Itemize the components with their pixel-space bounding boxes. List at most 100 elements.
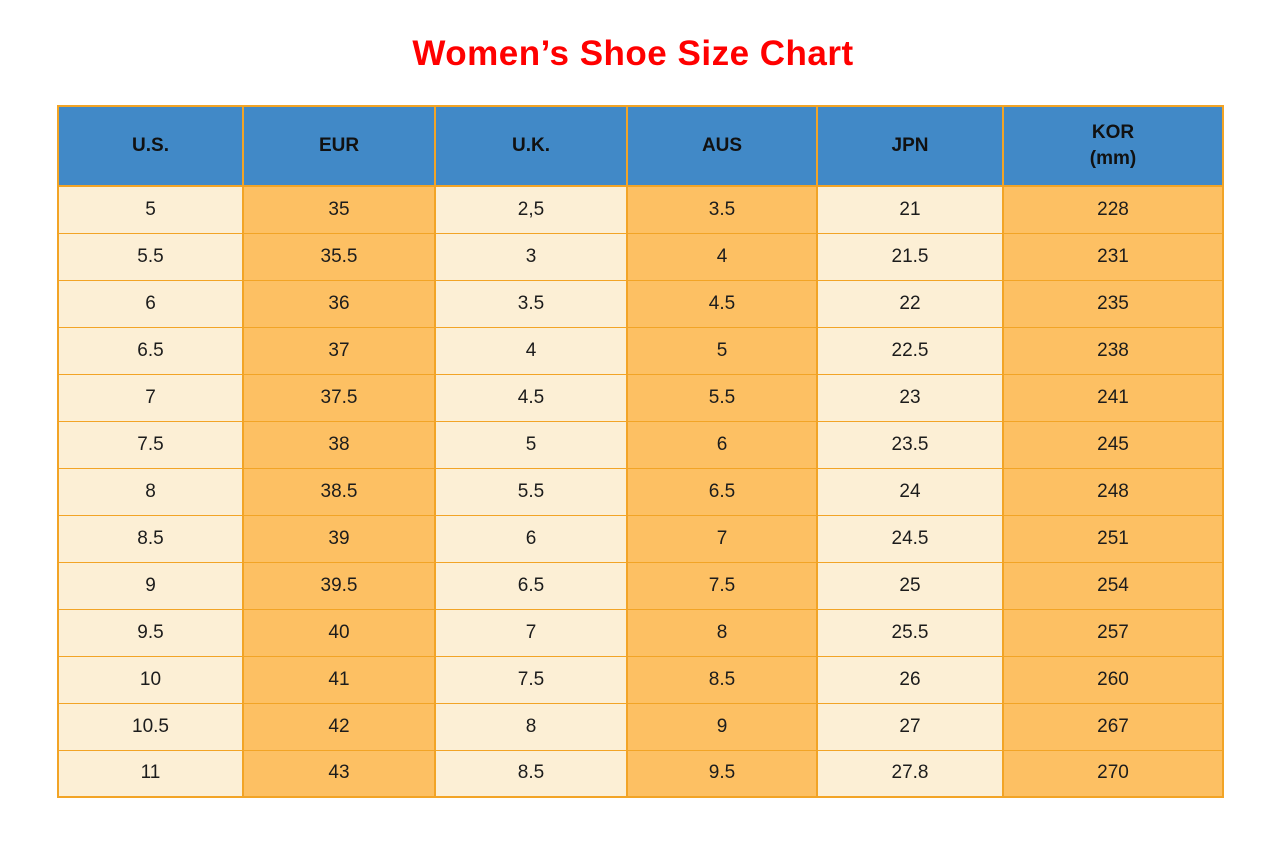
table-row: 11 43 8.5 9.5 27.8 270 (57, 749, 1224, 798)
table-cell: 7.5 (434, 655, 628, 704)
table-cell: 6 (57, 279, 244, 328)
table-cell: 35.5 (242, 232, 436, 281)
table-cell: 6.5 (626, 467, 818, 516)
table-cell: 39.5 (242, 561, 436, 610)
column-header-aus: AUS (626, 105, 818, 187)
table-cell: 270 (1002, 749, 1224, 798)
table-cell: 38.5 (242, 467, 436, 516)
table-row: 7.5 38 5 6 23.5 245 (57, 420, 1224, 469)
column-header-sublabel: (mm) (1089, 148, 1137, 169)
column-header-label: KOR (1091, 122, 1135, 144)
table-cell: 267 (1002, 702, 1224, 751)
table-cell: 42 (242, 702, 436, 751)
column-header-kor: KOR (mm) (1002, 105, 1224, 187)
table-cell: 8.5 (57, 514, 244, 563)
table-cell: 41 (242, 655, 436, 704)
table-row: 8 38.5 5.5 6.5 24 248 (57, 467, 1224, 516)
table-cell: 38 (242, 420, 436, 469)
table-cell: 8 (626, 608, 818, 657)
table-cell: 9 (626, 702, 818, 751)
table-cell: 37.5 (242, 373, 436, 422)
table-cell: 7.5 (57, 420, 244, 469)
table-cell: 22.5 (816, 326, 1004, 375)
table-cell: 228 (1002, 185, 1224, 234)
table-cell: 6 (626, 420, 818, 469)
table-cell: 40 (242, 608, 436, 657)
table-cell: 22 (816, 279, 1004, 328)
table-cell: 5.5 (626, 373, 818, 422)
table-cell: 8.5 (626, 655, 818, 704)
table-cell: 4.5 (626, 279, 818, 328)
table-cell: 8 (57, 467, 244, 516)
column-header-label: JPN (891, 135, 929, 157)
table-cell: 254 (1002, 561, 1224, 610)
table-body: 5 35 2,5 3.5 21 228 5.5 35.5 3 4 21.5 231 6 36 3.5 4.5 2… (57, 185, 1224, 798)
table-cell: 24 (816, 467, 1004, 516)
table-cell: 9 (57, 561, 244, 610)
column-header-label: AUS (701, 135, 743, 157)
table-cell: 8.5 (434, 749, 628, 798)
table-row: 6 36 3.5 4.5 22 235 (57, 279, 1224, 328)
table-cell: 245 (1002, 420, 1224, 469)
table-cell: 21 (816, 185, 1004, 234)
table-cell: 9.5 (57, 608, 244, 657)
column-header-label: U.K. (512, 135, 550, 157)
table-cell: 23 (816, 373, 1004, 422)
table-cell: 2,5 (434, 185, 628, 234)
table-row: 9.5 40 7 8 25.5 257 (57, 608, 1224, 657)
table-cell: 10 (57, 655, 244, 704)
table-cell: 3 (434, 232, 628, 281)
table-cell: 4.5 (434, 373, 628, 422)
table-cell: 37 (242, 326, 436, 375)
table-cell: 6.5 (57, 326, 244, 375)
column-header-eur: EUR (242, 105, 436, 187)
table-cell: 35 (242, 185, 436, 234)
column-header-label: U.S. (132, 135, 169, 157)
table-cell: 25 (816, 561, 1004, 610)
table-cell: 23.5 (816, 420, 1004, 469)
table-cell: 231 (1002, 232, 1224, 281)
table-cell: 251 (1002, 514, 1224, 563)
table-header-row: U.S. EUR U.K. AUS JPN (57, 105, 1224, 187)
table-cell: 21.5 (816, 232, 1004, 281)
table-row: 5 35 2,5 3.5 21 228 (57, 185, 1224, 234)
table-cell: 5 (626, 326, 818, 375)
page-title: Women’s Shoe Size Chart (412, 34, 854, 73)
table-cell: 9.5 (626, 749, 818, 798)
table-cell: 24.5 (816, 514, 1004, 563)
table-cell: 7 (626, 514, 818, 563)
table-cell: 36 (242, 279, 436, 328)
table-cell: 10.5 (57, 702, 244, 751)
table-cell: 5.5 (434, 467, 628, 516)
table-cell: 235 (1002, 279, 1224, 328)
shoe-size-table: U.S. EUR U.K. AUS JPN (57, 105, 1224, 798)
table-row: 10.5 42 8 9 27 267 (57, 702, 1224, 751)
table-cell: 260 (1002, 655, 1224, 704)
table-cell: 26 (816, 655, 1004, 704)
table-row: 8.5 39 6 7 24.5 251 (57, 514, 1224, 563)
table-cell: 27 (816, 702, 1004, 751)
table-cell: 5.5 (57, 232, 244, 281)
table-cell: 39 (242, 514, 436, 563)
table-cell: 27.8 (816, 749, 1004, 798)
table-cell: 7 (434, 608, 628, 657)
column-header-label: EUR (318, 135, 360, 157)
table-row: 5.5 35.5 3 4 21.5 231 (57, 232, 1224, 281)
table-cell: 7 (57, 373, 244, 422)
table-cell: 11 (57, 749, 244, 798)
table-cell: 7.5 (626, 561, 818, 610)
table-row: 7 37.5 4.5 5.5 23 241 (57, 373, 1224, 422)
table-cell: 25.5 (816, 608, 1004, 657)
table-cell: 4 (434, 326, 628, 375)
table-row: 6.5 37 4 5 22.5 238 (57, 326, 1224, 375)
table-row: 10 41 7.5 8.5 26 260 (57, 655, 1224, 704)
table-cell: 6 (434, 514, 628, 563)
column-header-uk: U.K. (434, 105, 628, 187)
table-row: 9 39.5 6.5 7.5 25 254 (57, 561, 1224, 610)
table-cell: 5 (434, 420, 628, 469)
column-header-us: U.S. (57, 105, 244, 187)
table-cell: 5 (57, 185, 244, 234)
table-cell: 238 (1002, 326, 1224, 375)
table-cell: 8 (434, 702, 628, 751)
